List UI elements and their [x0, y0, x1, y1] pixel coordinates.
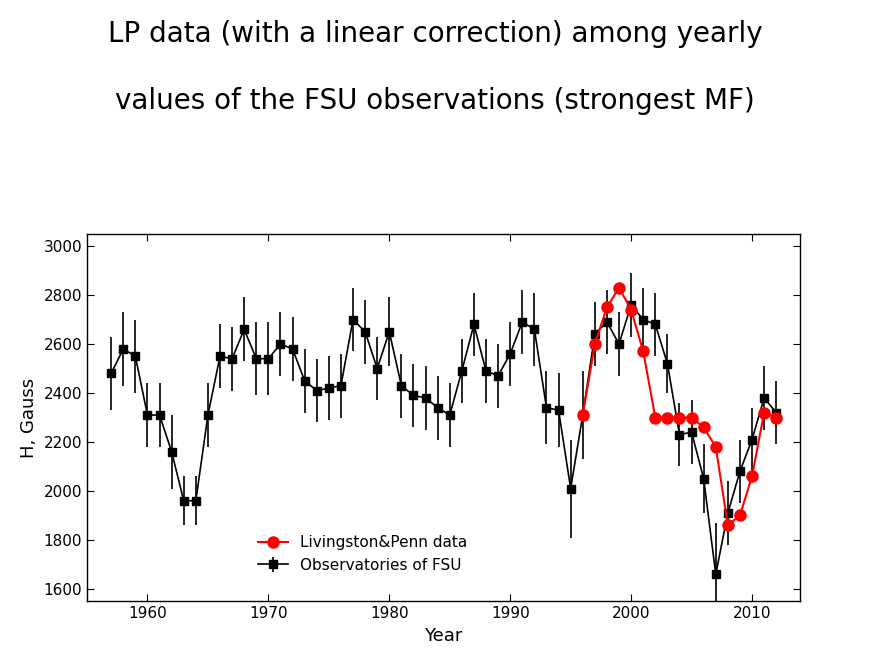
Livingston&Penn data	[710, 443, 720, 451]
Livingston&Penn data	[661, 413, 672, 422]
Text: LP data (with a linear correction) among yearly: LP data (with a linear correction) among…	[108, 20, 761, 48]
Livingston&Penn data	[637, 347, 647, 355]
Livingston&Penn data	[698, 424, 708, 432]
Livingston&Penn data	[601, 303, 612, 311]
Livingston&Penn data	[734, 512, 745, 520]
Line: Livingston&Penn data: Livingston&Penn data	[576, 282, 781, 531]
Livingston&Penn data	[746, 472, 756, 480]
Livingston&Penn data	[614, 284, 624, 292]
Text: values of the FSU observations (strongest MF): values of the FSU observations (stronges…	[115, 87, 754, 115]
X-axis label: Year: Year	[424, 627, 462, 645]
Livingston&Penn data	[625, 306, 635, 314]
Livingston&Penn data	[577, 411, 587, 419]
Livingston&Penn data	[770, 413, 780, 422]
Livingston&Penn data	[722, 521, 733, 529]
Livingston&Penn data	[673, 413, 684, 422]
Legend: Livingston&Penn data, Observatories of FSU: Livingston&Penn data, Observatories of F…	[251, 529, 474, 579]
Livingston&Penn data	[758, 409, 768, 417]
Y-axis label: H, Gauss: H, Gauss	[20, 377, 38, 458]
Livingston&Penn data	[649, 413, 660, 422]
Livingston&Penn data	[686, 413, 696, 422]
Livingston&Penn data	[589, 340, 600, 348]
